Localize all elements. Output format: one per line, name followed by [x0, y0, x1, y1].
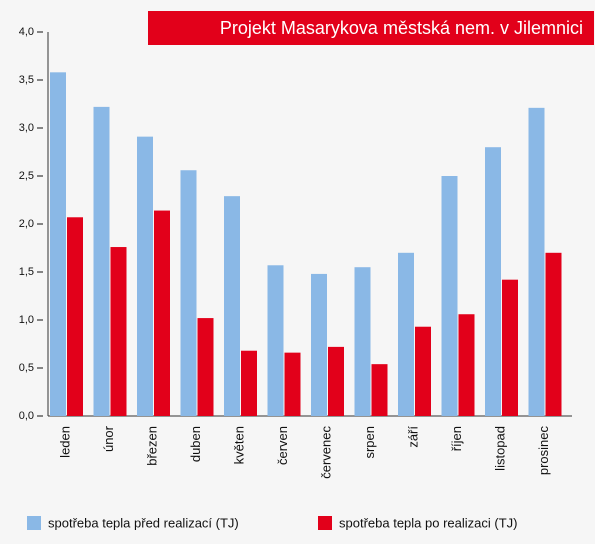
bar	[415, 326, 431, 416]
y-tick-label: 0,0	[19, 410, 34, 422]
x-tick-label: duben	[188, 426, 203, 462]
bar	[441, 176, 458, 416]
x-tick-label: září	[405, 426, 420, 448]
y-tick-label: 2,5	[19, 170, 34, 182]
bar	[50, 72, 66, 416]
x-tick-label: leden	[57, 426, 72, 458]
bar	[67, 217, 83, 416]
bar	[485, 147, 501, 416]
y-tick-label: 1,5	[19, 266, 34, 278]
bar	[528, 107, 545, 416]
title-box	[148, 11, 594, 45]
y-tick-label: 4,0	[19, 26, 34, 38]
x-tick-label: únor	[101, 425, 116, 452]
legend-swatch	[27, 516, 41, 530]
x-tick-label: říjen	[449, 426, 464, 451]
bar	[398, 252, 414, 416]
y-tick-label: 3,5	[19, 74, 34, 86]
x-tick-label: červenec	[318, 426, 333, 479]
x-tick-label: březen	[144, 426, 159, 466]
x-tick-label: listopad	[492, 426, 507, 471]
bar	[267, 265, 284, 416]
x-tick-label: květen	[231, 426, 246, 464]
chart-title: Projekt Masarykova městská nem. v Jilemn…	[220, 18, 583, 38]
x-tick-label: prosinec	[536, 426, 551, 476]
bar	[502, 279, 518, 416]
bar	[311, 273, 327, 416]
bar	[224, 196, 240, 416]
legend-label: spotřeba tepla po realizaci (TJ)	[339, 515, 517, 530]
x-tick-label: červen	[275, 426, 290, 465]
bar	[328, 346, 344, 416]
bar	[545, 252, 562, 416]
bar	[354, 267, 371, 416]
bar	[154, 210, 170, 416]
bar	[180, 170, 197, 416]
bar	[110, 247, 127, 416]
y-tick-label: 0,5	[19, 362, 34, 374]
y-tick-label: 2,0	[19, 218, 34, 230]
x-tick-label: srpen	[362, 426, 377, 459]
bar	[197, 318, 214, 416]
bar	[284, 352, 301, 416]
bar	[137, 136, 153, 416]
bar	[371, 364, 388, 416]
bar	[93, 106, 110, 416]
y-tick-label: 1,0	[19, 314, 34, 326]
legend-label: spotřeba tepla před realizací (TJ)	[48, 515, 239, 530]
legend-swatch	[318, 516, 332, 530]
bar	[241, 350, 257, 416]
bar	[458, 314, 475, 416]
y-tick-label: 3,0	[19, 122, 34, 134]
